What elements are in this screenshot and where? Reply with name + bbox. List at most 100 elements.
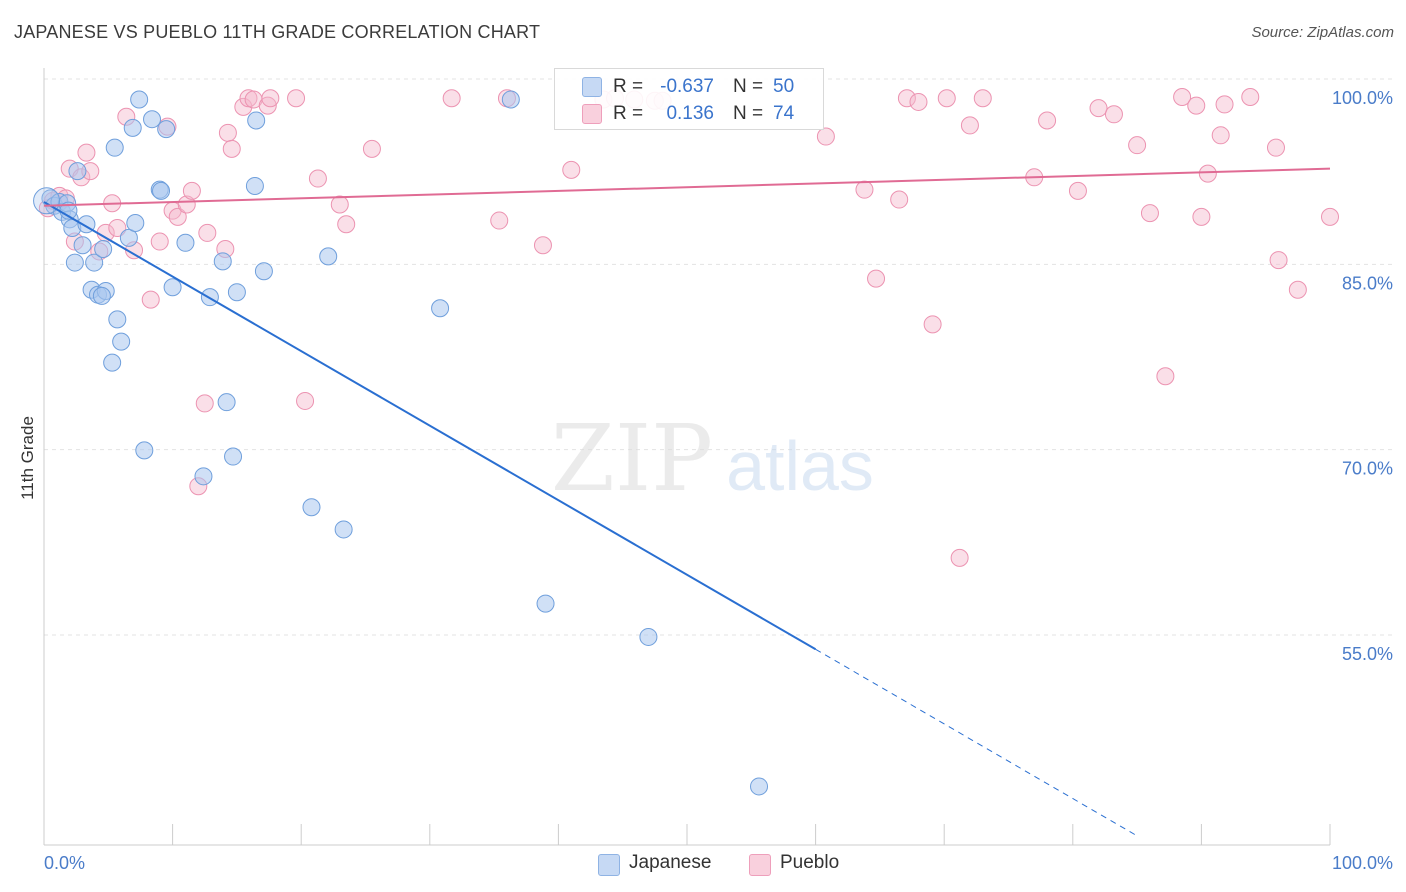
japanese-point — [213, 252, 232, 271]
pueblo-point — [855, 180, 874, 199]
pueblo-point — [1192, 207, 1211, 226]
watermark-atlas: atlas — [726, 427, 874, 505]
pueblo-point — [195, 394, 214, 413]
pueblo-point — [1128, 136, 1147, 155]
pueblo-point — [1104, 105, 1123, 124]
pueblo-point — [362, 139, 381, 158]
pueblo-point — [337, 215, 356, 234]
n-value: 74 — [773, 103, 795, 124]
japanese-point — [319, 247, 338, 266]
pueblo-point — [222, 139, 241, 158]
japanese-point — [130, 90, 149, 109]
japanese-point — [112, 332, 131, 351]
pueblo-point — [150, 232, 169, 251]
japanese-point — [254, 262, 273, 281]
japanese-points — [33, 90, 769, 796]
pueblo-point — [1198, 164, 1217, 183]
source-label: Source: ZipAtlas.com — [1251, 24, 1394, 41]
japanese-point — [334, 520, 353, 539]
pueblo-point — [533, 236, 552, 255]
pueblo-trend-line — [43, 167, 1331, 207]
pueblo-point — [1211, 126, 1230, 145]
stats-row-pueblo: R = 0.136 N = 74 — [555, 100, 823, 128]
pueblo-point — [1241, 88, 1260, 106]
japanese-point — [157, 120, 176, 139]
r-label: R = — [613, 76, 644, 97]
pueblo-point — [973, 89, 992, 108]
legend: Japanese Pueblo — [0, 852, 1406, 878]
japanese-point — [224, 447, 243, 466]
legend-pueblo-swatch — [749, 854, 771, 876]
japanese-point — [135, 441, 154, 460]
legend-japanese: Japanese — [629, 852, 712, 873]
y-tick-label: 70.0% — [1342, 459, 1393, 479]
watermark: ZIP atlas — [551, 405, 874, 512]
x-tick-label: 0.0% — [44, 853, 85, 873]
pueblo-point — [1140, 204, 1159, 223]
pueblo-point — [218, 123, 237, 142]
japanese-point — [126, 214, 145, 233]
pueblo-point — [937, 89, 956, 108]
pueblo-point — [923, 315, 942, 334]
pueblo-point — [890, 190, 909, 209]
y-tick-label: 55.0% — [1342, 644, 1393, 664]
pueblo-point — [490, 211, 509, 230]
r-label: R = — [613, 103, 644, 124]
japanese-point — [536, 594, 555, 613]
pueblo-point — [198, 223, 217, 242]
pueblo-point — [442, 89, 461, 108]
trend-lines — [43, 167, 1331, 837]
japanese-point — [123, 118, 142, 137]
n-label: N = — [733, 103, 764, 124]
pueblo-point — [261, 89, 280, 108]
japanese-point — [431, 299, 450, 318]
japanese-point — [217, 393, 236, 412]
pueblo-point — [108, 218, 127, 237]
pueblo-point — [1156, 367, 1175, 386]
japanese-point — [750, 777, 769, 796]
pueblo-point — [308, 169, 327, 188]
grid-lines — [44, 78, 1394, 636]
pueblo-point — [950, 548, 969, 567]
legend-japanese-swatch — [598, 854, 620, 876]
pueblo-point — [287, 89, 306, 108]
japanese-point — [143, 110, 162, 129]
pueblo-point — [897, 89, 916, 108]
n-value: 50 — [773, 76, 795, 97]
y-tick-label: 85.0% — [1342, 273, 1393, 293]
japanese-trend-extension — [815, 648, 1138, 837]
pueblo-point — [77, 143, 96, 162]
japanese-point — [65, 253, 84, 272]
japanese-point — [108, 310, 127, 329]
pueblo-point — [1038, 111, 1057, 130]
pueblo-point — [1266, 138, 1285, 157]
pueblo-point — [330, 195, 349, 214]
pueblo-point — [909, 92, 928, 111]
pueblo-point — [1288, 280, 1307, 299]
pueblo-point — [960, 116, 979, 135]
r-value: 0.136 — [666, 103, 714, 124]
japanese-point — [227, 283, 246, 302]
stats-row-japanese: R = -0.637 N = 50 — [555, 73, 823, 101]
japanese-point — [152, 181, 171, 200]
tick-labels: 100.0% 85.0% 70.0% 55.0% 0.0% 100.0% — [44, 88, 1393, 873]
japanese-point — [245, 176, 264, 195]
japanese-point — [501, 90, 520, 109]
pueblo-point — [1269, 251, 1288, 270]
pueblo-point — [258, 96, 277, 115]
stats-box: R = -0.637 N = 50 R = 0.136 N = 74 — [554, 68, 824, 130]
pueblo-point — [182, 181, 201, 200]
japanese-point — [247, 111, 266, 130]
japanese-point — [68, 162, 87, 181]
japanese-point — [639, 627, 658, 646]
n-label: N = — [733, 76, 764, 97]
pueblo-point — [1089, 99, 1108, 118]
x-tick-label: 100.0% — [1332, 853, 1393, 873]
japanese-point — [103, 353, 122, 372]
pueblo-point — [1068, 181, 1087, 200]
pueblo-point — [168, 207, 187, 226]
y-tick-label: 100.0% — [1332, 88, 1393, 108]
pueblo-swatch — [582, 104, 602, 124]
japanese-point — [194, 467, 213, 486]
